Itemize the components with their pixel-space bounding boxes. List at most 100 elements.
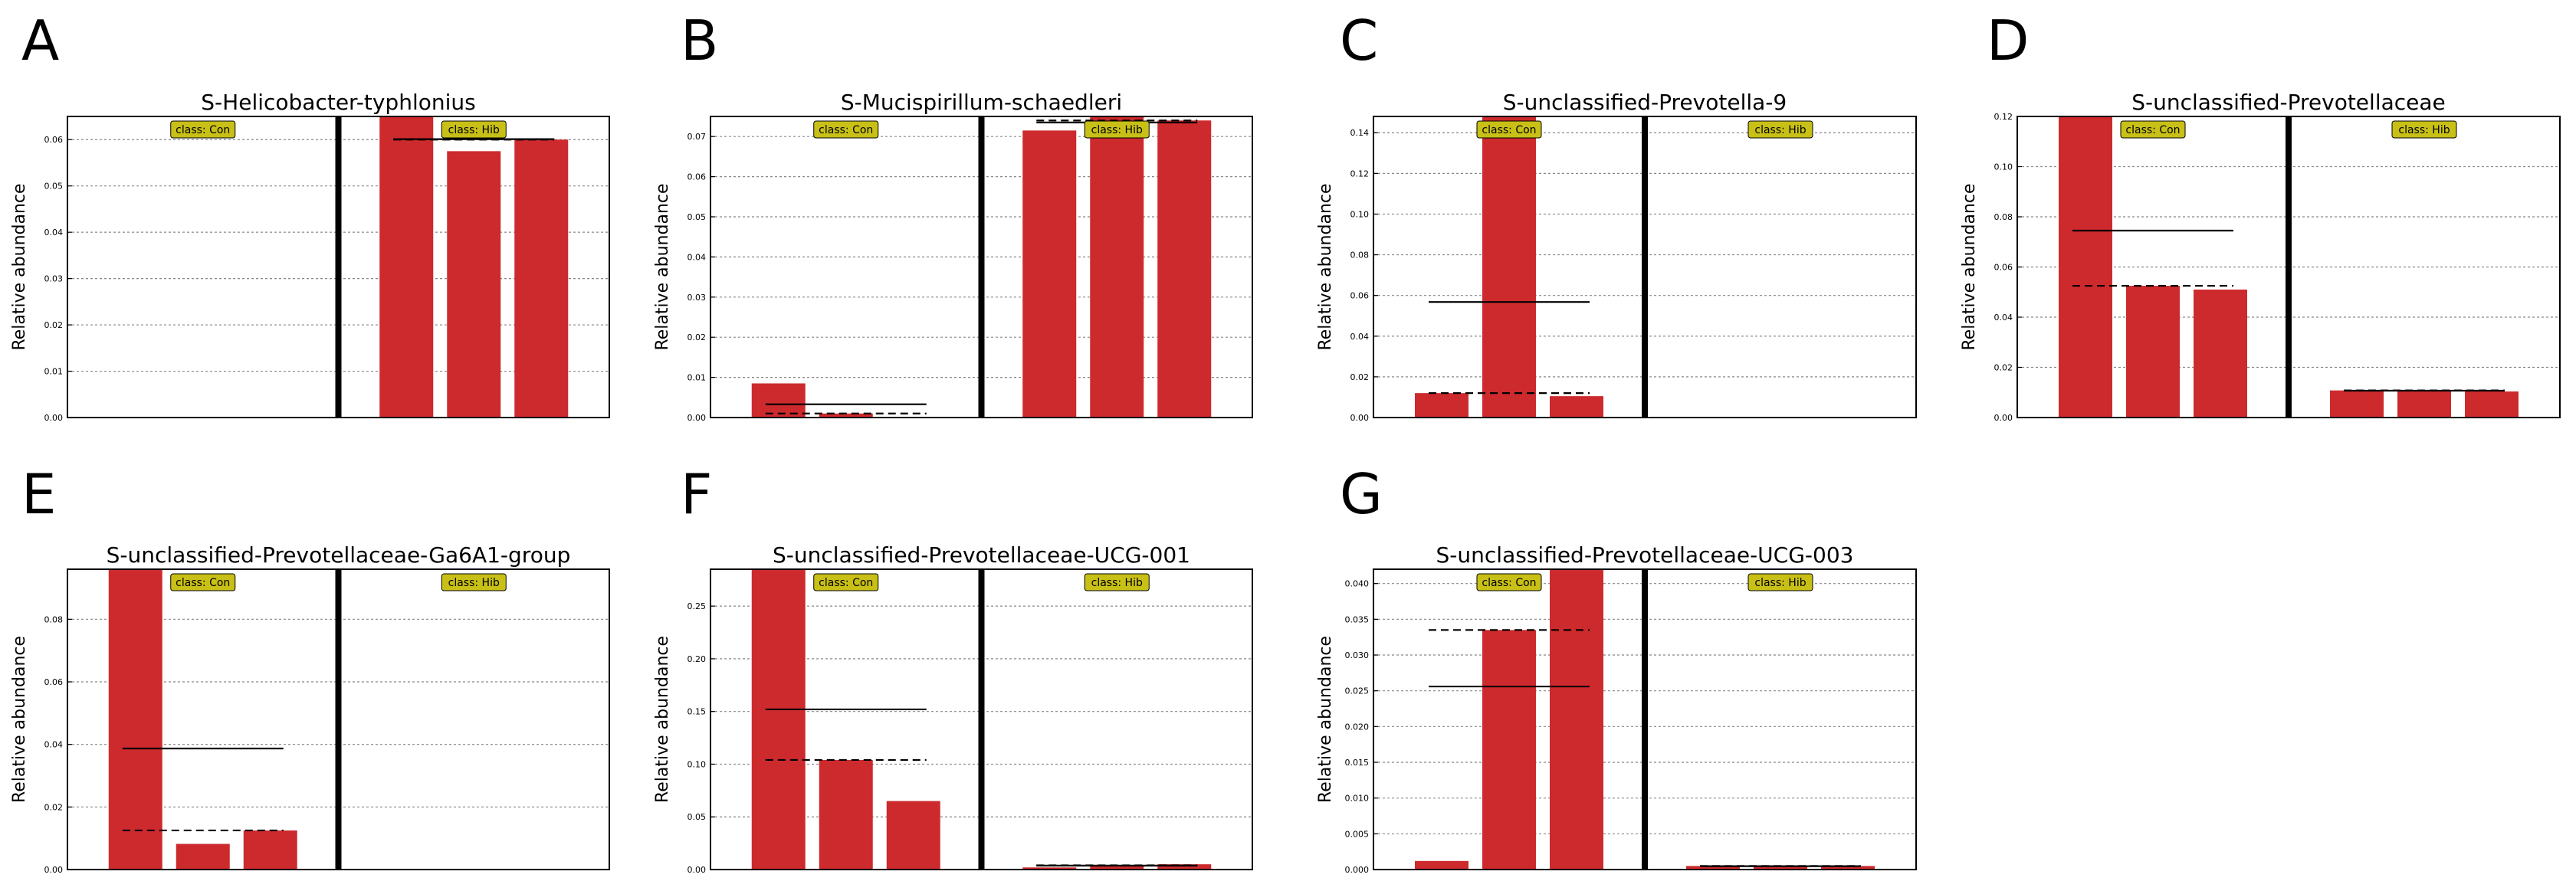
class-label-box <box>2120 120 2186 139</box>
class-label: class: Hib <box>1091 577 1143 589</box>
y-tick-label: 0.06 <box>44 135 64 145</box>
group-hib: class: Hib <box>441 573 507 591</box>
y-tick-label: 0.02 <box>687 332 707 342</box>
bar <box>108 569 162 870</box>
bar <box>2330 390 2384 418</box>
bar <box>819 413 873 418</box>
group-hib: class: Hib <box>2330 120 2519 418</box>
y-tick-label: 0.015 <box>1345 758 1370 768</box>
bar <box>1157 120 1212 418</box>
class-label: class: Con <box>1482 124 1536 136</box>
y-tick-label: 0.20 <box>687 654 707 664</box>
y-tick-label: 0.10 <box>1350 209 1370 219</box>
y-tick-label: 0.08 <box>1350 251 1370 260</box>
y-tick-label: 0.10 <box>687 759 707 769</box>
chart-title: S-unclassified-Prevotellaceae-Ga6A1-grou… <box>107 542 571 568</box>
bar <box>2126 286 2180 418</box>
y-tick-label: 0.04 <box>687 252 707 262</box>
chart-panel-c: C S-unclassified-Prevotella-9 Relative abu… <box>1316 8 1917 423</box>
group-con: class: Con <box>751 120 927 418</box>
class-label: class: Con <box>819 124 873 136</box>
class-label: class: Con <box>1482 577 1536 589</box>
bar <box>1821 866 1875 870</box>
y-tick-label: 0.04 <box>1350 332 1370 342</box>
bar <box>243 830 297 870</box>
group-hib: class: Hib <box>1686 573 1875 870</box>
chart-title: S-unclassified-Prevotellaceae-UCG-003 <box>1436 542 1854 568</box>
class-label: class: Con <box>176 577 230 589</box>
y-tick-label: 0.12 <box>1994 112 2013 122</box>
y-tick-label: 0.00 <box>1350 413 1370 423</box>
y-tick-label: 0.02 <box>1994 363 2013 373</box>
class-label-box <box>813 573 879 591</box>
y-tick-label: 0.05 <box>44 182 64 192</box>
plot-frame <box>710 568 1253 870</box>
class-label-box <box>1084 120 1150 139</box>
y-tick-label: 0.05 <box>687 812 707 822</box>
y-tick-label: 0.05 <box>687 212 707 222</box>
class-label: class: Hib <box>1754 577 1806 589</box>
plot-frame <box>2016 116 2561 418</box>
y-tick-label: 0.04 <box>1994 313 2013 323</box>
class-label: class: Hib <box>1091 124 1143 136</box>
y-tick-label: 0.040 <box>1345 579 1370 589</box>
bar <box>751 569 806 870</box>
y-tick-label: 0.00 <box>44 413 64 423</box>
panel-letter: F <box>681 462 712 526</box>
y-tick-label: 0.03 <box>44 274 64 284</box>
y-tick-label: 0.02 <box>1350 372 1370 382</box>
bar <box>1686 866 1740 870</box>
y-tick-label: 0.08 <box>1994 212 2013 222</box>
y-tick-label: 0.06 <box>44 677 64 687</box>
plot-frame <box>67 116 610 418</box>
class-label-box <box>813 120 879 139</box>
plot-frame <box>710 116 1253 418</box>
chart-title: S-Helicobacter-typhlonius <box>201 90 475 115</box>
class-label: class: Hib <box>1754 124 1806 136</box>
y-tick-label: 0.10 <box>1994 162 2013 172</box>
y-tick-label: 0.030 <box>1345 650 1370 660</box>
chart-title: S-unclassified-Prevotella-9 <box>1503 90 1787 115</box>
y-axis-label: Relative abundance <box>653 183 672 350</box>
y-axis-label: Relative abundance <box>1316 183 1335 350</box>
y-tick-label: 0.00 <box>687 865 707 875</box>
y-tick-label: 0.01 <box>687 373 707 383</box>
y-tick-label: 0.08 <box>44 614 64 624</box>
y-tick-label: 0.010 <box>1345 794 1370 804</box>
group-hib: class: Hib <box>1022 573 1212 870</box>
chart-panel-d: D S-unclassified-Prevotellaceae Relative a… <box>1960 8 2561 423</box>
class-label: class: Hib <box>448 577 500 589</box>
y-axis-label: Relative abundance <box>10 183 29 350</box>
group-hib: class: Hib <box>1022 116 1212 418</box>
plot-frame <box>1373 116 1917 418</box>
group-con: class: Con <box>2059 116 2247 418</box>
bar <box>751 383 806 418</box>
y-tick-label: 0.12 <box>1350 169 1370 179</box>
bar <box>1090 865 1144 870</box>
y-axis-label: Relative abundance <box>1960 183 1979 350</box>
chart-panel-b: B S-Mucispirillum-schaedleri Relative abun… <box>653 8 1253 423</box>
y-tick-label: 0.00 <box>1994 413 2013 423</box>
y-tick-label: 0.14 <box>1350 128 1370 138</box>
bar <box>1754 866 1807 870</box>
y-tick-label: 0.06 <box>687 172 707 182</box>
class-label: class: Hib <box>448 124 500 136</box>
class-label-box <box>441 573 507 591</box>
bar <box>1022 867 1077 870</box>
y-tick-label: 0.000 <box>1345 865 1370 875</box>
y-tick-label: 0.035 <box>1345 614 1370 624</box>
y-axis-label: Relative abundance <box>653 636 672 803</box>
group-con: class: Con <box>1415 116 1603 418</box>
class-label-box <box>441 120 507 139</box>
bar <box>819 759 873 870</box>
group-con: class: Con <box>1415 569 1603 870</box>
chart-panel-f: F S-unclassified-Prevotellaceae-UCG-001 Re… <box>653 462 1253 875</box>
plot-frame <box>1373 568 1917 870</box>
y-tick-label: 0.02 <box>44 802 64 812</box>
chart-panel-g: G S-unclassified-Prevotellaceae-UCG-003 Re… <box>1316 462 1917 875</box>
y-tick-label: 0.00 <box>44 865 64 875</box>
bar <box>886 801 940 870</box>
class-label-box <box>1476 120 1542 139</box>
class-label-box <box>1747 573 1813 591</box>
